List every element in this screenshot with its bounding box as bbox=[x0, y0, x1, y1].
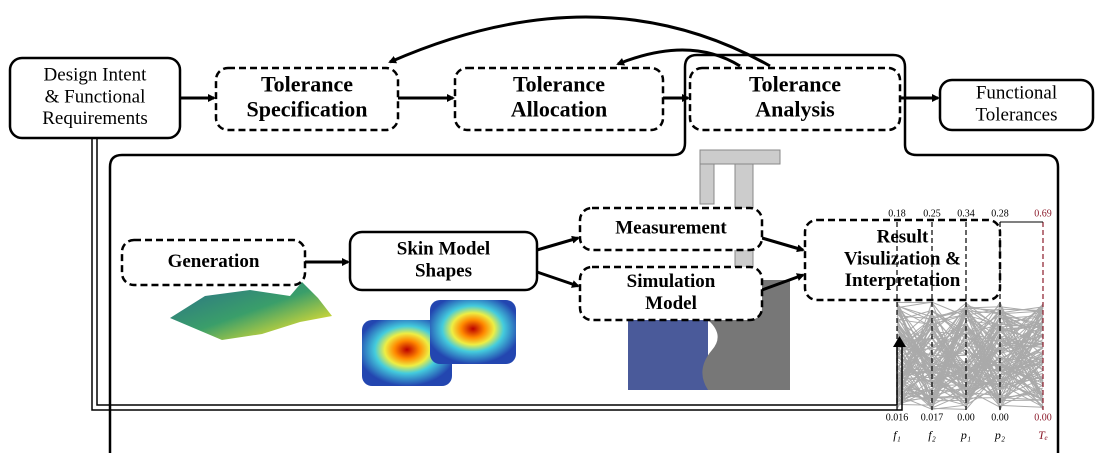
pc-axis-label: Tₑ bbox=[1038, 428, 1048, 442]
pc-top-label: 0.25 bbox=[923, 208, 941, 219]
mesh-image bbox=[628, 315, 708, 390]
node-label: Visulization & bbox=[844, 248, 961, 269]
node-label: Requirements bbox=[42, 108, 148, 129]
node-label: Simulation bbox=[627, 271, 716, 292]
pc-axis-label: f₂ bbox=[928, 428, 936, 442]
pc-bottom-label: 0.00 bbox=[957, 412, 975, 423]
node-label: Model bbox=[645, 293, 697, 314]
pc-top-label: 0.34 bbox=[957, 208, 975, 219]
pc-bottom-label: 0.00 bbox=[991, 412, 1009, 423]
node-label: Skin Model bbox=[397, 238, 490, 259]
pc-top-label: 0.69 bbox=[1034, 208, 1052, 219]
node-label: Allocation bbox=[511, 97, 608, 122]
gear-image bbox=[430, 300, 516, 364]
node-label: Result bbox=[877, 227, 929, 248]
pc-bottom-label: 0.00 bbox=[1034, 412, 1052, 423]
pc-axis-label: p₁ bbox=[960, 428, 971, 442]
node-label: Specification bbox=[247, 97, 368, 122]
surface-image bbox=[170, 282, 332, 340]
diagram: Design Intent& FunctionalRequirements Tol… bbox=[0, 0, 1105, 453]
node-label: & Functional bbox=[45, 86, 146, 107]
node-label: Tolerance bbox=[513, 71, 605, 96]
node-label: Generation bbox=[168, 251, 260, 272]
pc-bottom-label: 0.017 bbox=[921, 412, 944, 423]
node-label: Tolerance bbox=[749, 71, 841, 96]
pc-axis-label: f₁ bbox=[893, 428, 901, 442]
parallel-lines bbox=[897, 302, 1043, 410]
node-label: Shapes bbox=[415, 260, 472, 281]
node-label: Measurement bbox=[615, 217, 727, 238]
node-label: Design Intent bbox=[44, 65, 148, 86]
node-label: Functional bbox=[976, 82, 1057, 103]
pc-top-label: 0.28 bbox=[991, 208, 1009, 219]
node-label: Interpretation bbox=[845, 270, 961, 291]
pc-axis-label: p₂ bbox=[994, 428, 1005, 442]
node-label: Tolerance bbox=[261, 71, 353, 96]
node-label: Tolerances bbox=[975, 104, 1057, 125]
pc-top-label: 0.18 bbox=[888, 208, 906, 219]
node-label: Analysis bbox=[755, 97, 835, 122]
pc-bottom-label: 0.016 bbox=[886, 412, 909, 423]
